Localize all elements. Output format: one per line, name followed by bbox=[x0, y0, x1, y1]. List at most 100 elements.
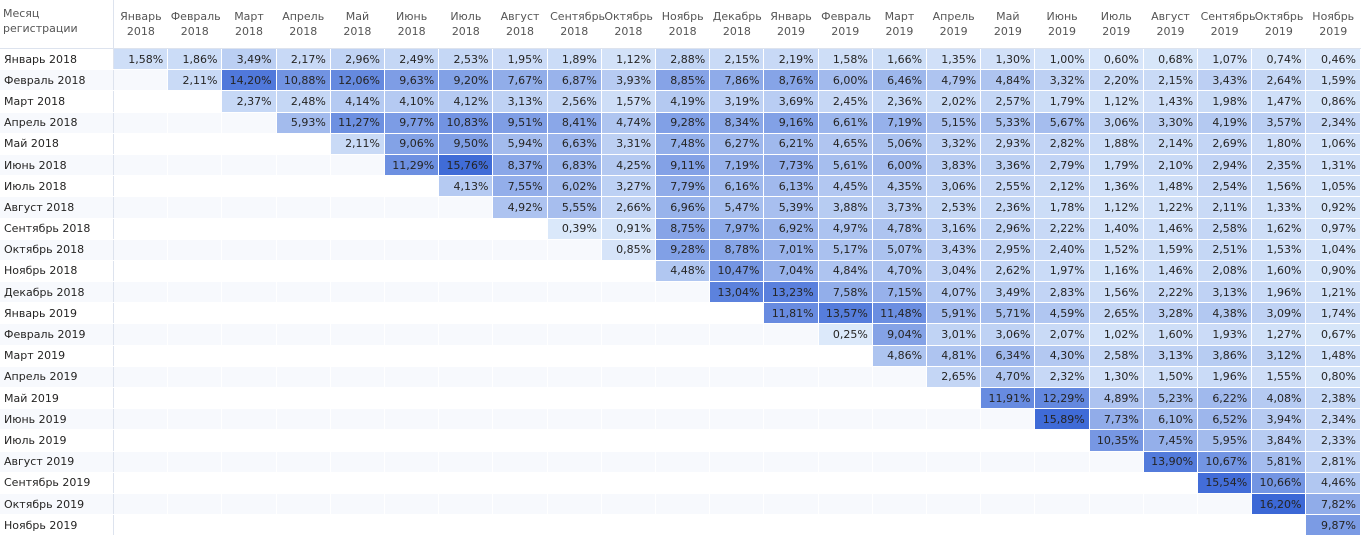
value-cell: 4,10% bbox=[384, 90, 440, 113]
value-cell: 0,97% bbox=[1305, 218, 1361, 240]
table-row: Май 2019 11,91% 12,29% 4,89% 5,23% 6,22% 4,08%… bbox=[0, 387, 1361, 410]
empty-cell bbox=[167, 90, 223, 113]
value-cell: 0,39% bbox=[547, 218, 602, 240]
value-cell: 1,98% bbox=[1197, 90, 1253, 113]
empty-cell bbox=[655, 429, 711, 452]
value-cell: 7,04% bbox=[763, 260, 819, 283]
column-header: Сентябрь 2018 bbox=[547, 0, 605, 49]
value-cell: 3,31% bbox=[601, 133, 657, 155]
empty-cell bbox=[763, 387, 819, 410]
empty-cell bbox=[601, 387, 657, 410]
table-row: Июль 2019 10,35% 7,45% 5,95% 3,84% 2,33% bbox=[0, 429, 1361, 452]
empty-cell bbox=[709, 429, 765, 452]
value-cell: 11,81% bbox=[763, 302, 819, 325]
row-label: Апрель 2019 bbox=[0, 366, 114, 389]
empty-cell bbox=[872, 514, 928, 536]
empty-cell bbox=[276, 493, 331, 516]
column-header: Март 2019 bbox=[872, 0, 927, 49]
row-label: Июнь 2018 bbox=[0, 154, 114, 177]
value-cell: 2,96% bbox=[330, 48, 386, 71]
empty-cell bbox=[167, 112, 223, 134]
empty-cell bbox=[655, 451, 711, 473]
value-cell: 5,81% bbox=[1251, 451, 1307, 473]
empty-cell bbox=[601, 345, 657, 367]
value-cell: 2,17% bbox=[276, 48, 331, 71]
value-cell: 1,21% bbox=[1305, 281, 1361, 304]
empty-cell bbox=[167, 451, 223, 473]
empty-cell bbox=[276, 429, 331, 452]
empty-cell bbox=[276, 387, 331, 410]
empty-cell bbox=[492, 302, 548, 325]
value-cell: 5,17% bbox=[818, 239, 873, 261]
value-cell: 9,77% bbox=[384, 112, 440, 134]
empty-cell bbox=[384, 514, 440, 536]
empty-cell bbox=[330, 196, 386, 219]
empty-cell bbox=[709, 345, 765, 367]
empty-cell bbox=[330, 175, 386, 198]
empty-cell bbox=[221, 133, 277, 155]
value-cell: 1,35% bbox=[926, 48, 982, 71]
empty-cell bbox=[330, 239, 386, 261]
value-cell: 7,19% bbox=[872, 112, 928, 134]
value-cell: 0,91% bbox=[601, 218, 657, 240]
empty-cell bbox=[221, 451, 277, 473]
value-cell: 3,36% bbox=[980, 154, 1036, 177]
value-cell: 9,04% bbox=[872, 323, 928, 346]
value-cell: 1,31% bbox=[1305, 154, 1361, 177]
value-cell: 2,10% bbox=[1143, 154, 1199, 177]
empty-cell bbox=[926, 408, 982, 431]
table-row: Июнь 2018 11,29% 15,76% 8,37% 6,83% 4,25% 9,11… bbox=[0, 154, 1361, 177]
empty-cell bbox=[818, 514, 873, 536]
empty-cell bbox=[763, 429, 819, 452]
empty-cell bbox=[655, 366, 711, 389]
empty-cell bbox=[167, 408, 223, 431]
empty-cell bbox=[1034, 429, 1090, 452]
value-cell: 3,27% bbox=[601, 175, 657, 198]
value-cell: 1,12% bbox=[601, 48, 657, 71]
empty-cell bbox=[276, 514, 331, 536]
empty-cell bbox=[547, 366, 602, 389]
empty-cell bbox=[601, 302, 657, 325]
value-cell: 2,08% bbox=[1197, 260, 1253, 283]
value-cell: 1,40% bbox=[1089, 218, 1144, 240]
value-cell: 3,43% bbox=[926, 239, 982, 261]
value-cell: 1,47% bbox=[1251, 90, 1307, 113]
empty-cell bbox=[1197, 493, 1253, 516]
value-cell: 2,95% bbox=[980, 239, 1036, 261]
value-cell: 1,48% bbox=[1305, 345, 1361, 367]
value-cell: 11,91% bbox=[980, 387, 1036, 410]
value-cell: 3,19% bbox=[709, 90, 765, 113]
empty-cell bbox=[547, 387, 602, 410]
empty-cell bbox=[438, 281, 494, 304]
empty-cell bbox=[547, 260, 602, 283]
value-cell: 0,80% bbox=[1305, 366, 1361, 389]
value-cell: 2,49% bbox=[384, 48, 440, 71]
empty-cell bbox=[384, 345, 440, 367]
empty-cell bbox=[113, 387, 169, 410]
value-cell: 2,45% bbox=[818, 90, 873, 113]
row-label: Август 2018 bbox=[0, 196, 114, 219]
value-cell: 1,30% bbox=[980, 48, 1036, 71]
empty-cell bbox=[547, 493, 602, 516]
empty-cell bbox=[818, 387, 873, 410]
empty-cell bbox=[763, 451, 819, 473]
value-cell: 5,33% bbox=[980, 112, 1036, 134]
empty-cell bbox=[655, 281, 711, 304]
row-label: Август 2019 bbox=[0, 451, 114, 473]
value-cell: 6,61% bbox=[818, 112, 873, 134]
value-cell: 13,90% bbox=[1143, 451, 1199, 473]
empty-cell bbox=[547, 239, 602, 261]
value-cell: 7,58% bbox=[818, 281, 873, 304]
value-cell: 2,11% bbox=[1197, 196, 1253, 219]
value-cell: 3,16% bbox=[926, 218, 982, 240]
value-cell: 6,21% bbox=[763, 133, 819, 155]
empty-cell bbox=[276, 408, 331, 431]
value-cell: 3,30% bbox=[1143, 112, 1199, 134]
value-cell: 1,12% bbox=[1089, 90, 1144, 113]
value-cell: 7,45% bbox=[1143, 429, 1199, 452]
value-cell: 15,76% bbox=[438, 154, 494, 177]
value-cell: 4,92% bbox=[492, 196, 548, 219]
value-cell: 9,06% bbox=[384, 133, 440, 155]
row-label: Ноябрь 2018 bbox=[0, 260, 114, 283]
empty-cell bbox=[872, 451, 928, 473]
